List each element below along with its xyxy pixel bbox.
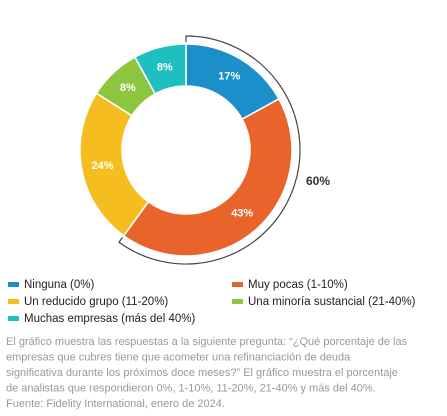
legend-swatch [8, 299, 19, 304]
caption-line: significativa durante los próximos doce … [6, 367, 398, 379]
caption-line: El gráfico muestra las respuestas a la s… [6, 336, 408, 348]
caption-line: Fuente: Fidelity International, enero de… [6, 398, 225, 410]
bracket [118, 35, 301, 265]
legend-swatch [8, 282, 19, 287]
legend-label: Una minoría sustancial (21-40%) [248, 296, 416, 308]
caption-line: empresas que cubres tiene que acometer u… [6, 351, 351, 363]
legend-label: Muchas empresas (más del 40%) [24, 313, 195, 325]
legend-label: Ninguna (0%) [24, 279, 94, 291]
value-label: 8% [120, 82, 136, 94]
value-label: 24% [91, 160, 113, 172]
value-label: 8% [157, 62, 173, 74]
donut-segment [133, 43, 187, 95]
caption-line: de analistas que respondieron 0%, 1-10%,… [6, 382, 376, 394]
donut-segment [79, 92, 150, 237]
value-label: 43% [231, 208, 253, 220]
value-label: 17% [218, 71, 240, 83]
legend-swatch [232, 299, 243, 304]
legend-label: Muy pocas (1-10%) [248, 279, 348, 291]
legend-swatch [232, 282, 243, 287]
annotation: 60% [306, 174, 330, 188]
donut-segment [122, 97, 293, 257]
legend-swatch [8, 316, 19, 321]
legend-label: Un reducido grupo (11-20%) [24, 296, 168, 308]
